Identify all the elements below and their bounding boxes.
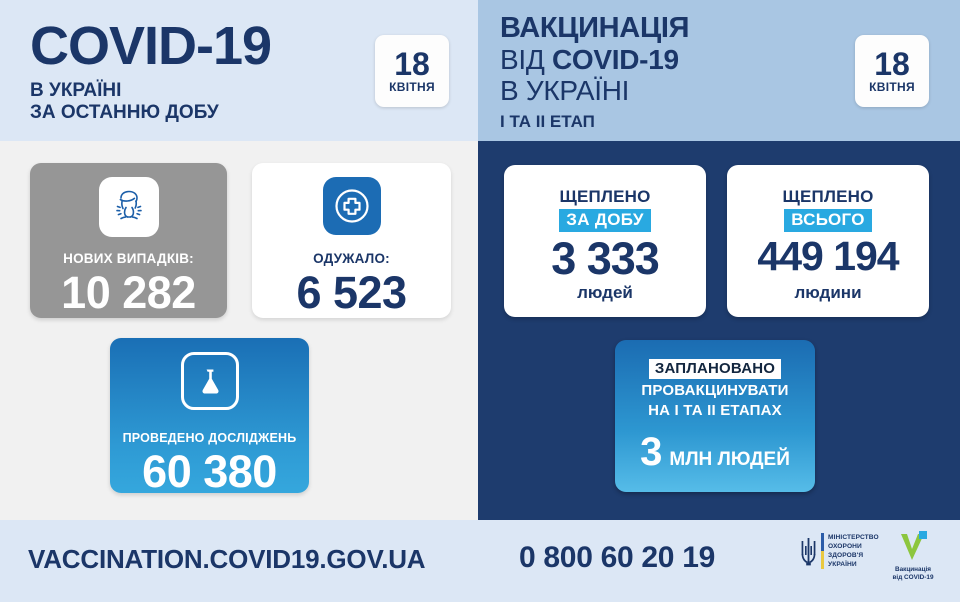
total-highlight-wrap: ВСЬОГО: [727, 209, 929, 232]
tests-value: 60 380: [142, 446, 277, 497]
vaccination-program-logo: Вакцинація від COVID-19: [880, 531, 946, 582]
recovered-value: 6 523: [296, 267, 407, 318]
date-badge-left-day: 18: [394, 45, 430, 82]
date-badge-right-day: 18: [874, 45, 910, 82]
total-value: 449 194: [757, 233, 899, 279]
total-highlight: ВСЬОГО: [784, 209, 872, 232]
total-top-label: ЩЕПЛЕНО: [782, 187, 874, 206]
page-title-covid: COVID-19: [30, 16, 272, 76]
per-day-highlight: ЗА ДОБУ: [559, 209, 651, 232]
stat-card-recovered: ОДУЖАЛО: 6 523: [252, 163, 451, 318]
date-badge-left-month: КВІТНЯ: [389, 79, 435, 94]
right-title-line3: В УКРАЇНІ: [500, 75, 630, 106]
planned-value: 3: [640, 430, 663, 474]
moh-line1: МІНІСТЕРСТВО: [828, 534, 879, 541]
left-subtitle-line1: В УКРАЇНІ: [30, 80, 122, 101]
vaccination-card-planned: ЗАПЛАНОВАНО ПРОВАКЦИНУВАТИ НА І ТА ІІ ЕТ…: [615, 340, 815, 492]
moh-divider-bar: [821, 533, 824, 569]
vaccination-card-total: ЩЕПЛЕНО ВСЬОГО 449 194 людини: [727, 165, 929, 317]
left-subtitle: В УКРАЇНІ ЗА ОСТАННЮ ДОБУ: [30, 80, 219, 124]
left-subtitle-line2: ЗА ОСТАННЮ ДОБУ: [30, 102, 219, 123]
right-title-line2: ВІД COVID-19: [500, 44, 679, 75]
moh-line4: УКРАЇНИ: [828, 561, 857, 568]
planned-line2: ПРОВАКЦИНУВАТИ: [641, 382, 789, 399]
right-title-line2-strong: COVID-19: [552, 44, 679, 75]
stat-card-tests: ПРОВЕДЕНО ДОСЛІДЖЕНЬ 60 380: [110, 338, 309, 497]
per-day-value: 3 333: [551, 233, 660, 284]
green-checkmark-icon: [901, 531, 927, 560]
per-day-highlight-wrap: ЗА ДОБУ: [504, 209, 706, 232]
right-title-line4: І ТА ІІ ЕТАП: [500, 112, 595, 131]
vaccination-logo-text: Вакцинація від COVID-19: [892, 566, 933, 582]
per-day-unit: людей: [577, 283, 633, 302]
vacc-line1: Вакцинація: [894, 566, 932, 573]
per-day-top-label: ЩЕПЛЕНО: [559, 187, 651, 206]
date-badge-left: 18 КВІТНЯ: [375, 35, 449, 107]
new-cases-icon-wrap: [98, 177, 159, 237]
planned-highlight: ЗАПЛАНОВАНО: [648, 359, 782, 379]
medical-cross-icon: [322, 177, 381, 235]
ministry-of-health-logo: МІНІСТЕРСТВО ОХОРОНИ ЗДОРОВ'Я УКРАЇНИ: [800, 533, 879, 569]
right-title-line2-prefix: ВІД: [500, 44, 552, 75]
footer-bar: [0, 520, 960, 602]
tests-icon-wrap: [180, 352, 239, 410]
recovered-label: ОДУЖАЛО:: [313, 251, 390, 266]
stat-card-new-cases: НОВИХ ВИПАДКІВ: 10 282: [30, 163, 227, 318]
trident-emblem-icon: [801, 538, 816, 566]
moh-logo-text: МІНІСТЕРСТВО ОХОРОНИ ЗДОРОВ'Я УКРАЇНИ: [828, 533, 879, 569]
vaccination-card-per-day: ЩЕПЛЕНО ЗА ДОБУ 3 333 людей: [504, 165, 706, 317]
right-title-line1: ВАКЦИНАЦІЯ: [500, 12, 690, 44]
sneezing-person-icon: [98, 177, 159, 237]
recovered-icon-wrap: [322, 177, 381, 235]
vacc-line2: від COVID-19: [892, 574, 934, 581]
footer-website-link[interactable]: VACCINATION.COVID19.GOV.UA: [28, 544, 426, 574]
new-cases-value: 10 282: [61, 267, 196, 318]
planned-unit: МЛН ЛЮДЕЙ: [669, 449, 790, 470]
moh-line3: ЗДОРОВ'Я: [828, 552, 864, 559]
tests-label: ПРОВЕДЕНО ДОСЛІДЖЕНЬ: [122, 431, 297, 445]
moh-line2: ОХОРОНИ: [828, 543, 862, 550]
planned-highlight-wrap: ЗАПЛАНОВАНО: [615, 359, 815, 379]
planned-value-row: 3 МЛН ЛЮДЕЙ: [615, 432, 815, 472]
planned-line3: НА І ТА ІІ ЕТАПАХ: [648, 402, 782, 419]
footer-hotline-phone[interactable]: 0 800 60 20 19: [519, 541, 715, 574]
date-badge-right: 18 КВІТНЯ: [855, 35, 929, 107]
total-unit: людини: [794, 283, 862, 302]
date-badge-right-month: КВІТНЯ: [869, 79, 915, 94]
flask-icon: [180, 352, 239, 410]
new-cases-label: НОВИХ ВИПАДКІВ:: [63, 251, 194, 266]
